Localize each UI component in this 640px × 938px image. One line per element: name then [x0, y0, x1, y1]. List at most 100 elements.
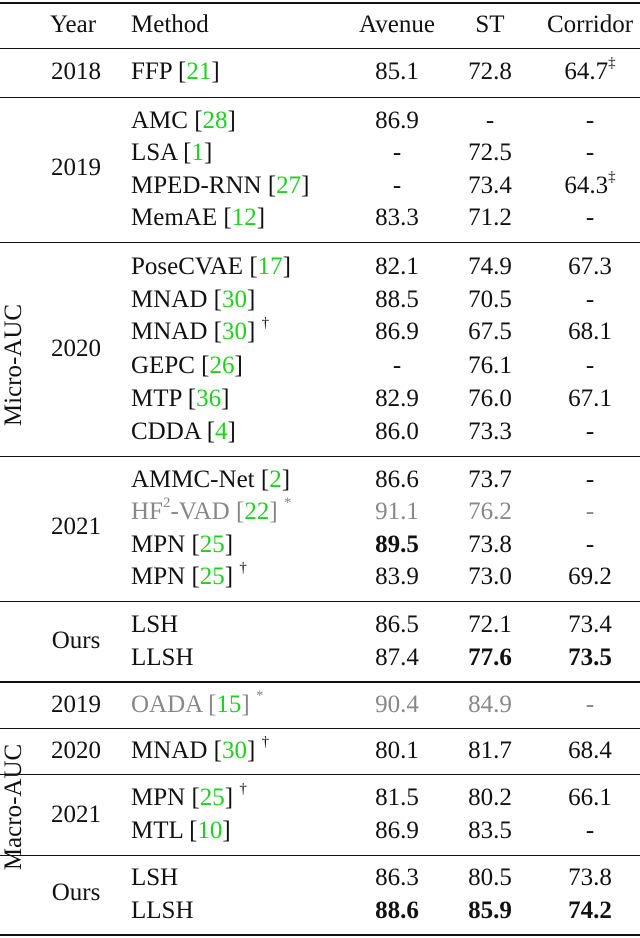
corridor-cell: 73.4 — [568, 610, 612, 640]
method-cell: MPN [25] † — [131, 783, 247, 813]
corridor-value: 64.7 — [564, 58, 608, 85]
method-name: MPN — [131, 531, 185, 558]
method-mark: † — [239, 781, 247, 797]
st-cell: 73.8 — [468, 530, 512, 560]
avenue-value: 86.5 — [375, 611, 419, 638]
header-rule — [0, 48, 640, 49]
corridor-cell: 68.4 — [568, 736, 612, 766]
corridor-value: 73.8 — [568, 864, 612, 891]
avenue-cell: 86.9 — [375, 317, 419, 347]
st-cell: 80.5 — [468, 863, 512, 893]
method-cell: LSA [1] — [131, 138, 212, 168]
year-cell: 2020 — [51, 736, 101, 766]
group-rule — [0, 774, 640, 775]
top-rule — [0, 2, 640, 4]
year-cell: 2019 — [51, 153, 101, 183]
avenue-value: 88.6 — [375, 897, 419, 924]
avenue-cell: 83.3 — [375, 203, 419, 233]
method-name: HF — [131, 498, 163, 525]
corridor-value: - — [586, 691, 594, 718]
st-value: 71.2 — [468, 204, 512, 231]
citation-link: 27 — [276, 172, 301, 199]
year-cell: 2019 — [51, 690, 101, 720]
avenue-value: 87.4 — [375, 644, 419, 671]
method-name: AMMC-Net — [131, 466, 255, 493]
avenue-cell: 85.1 — [375, 57, 419, 87]
corridor-value: - — [586, 498, 594, 525]
st-cell: 70.5 — [468, 285, 512, 315]
avenue-value: 86.9 — [375, 817, 419, 844]
citation-link: 30 — [222, 737, 247, 764]
citation-link: 17 — [258, 253, 283, 280]
corridor-cell: 73.8 — [568, 863, 612, 893]
citation-link: 26 — [209, 352, 234, 379]
corridor-cell: 69.2 — [568, 562, 612, 592]
group-rule — [0, 242, 640, 243]
corridor-cell: - — [586, 465, 594, 495]
citation-link: 36 — [196, 385, 221, 412]
corridor-value: - — [586, 139, 594, 166]
avenue-cell: 86.9 — [375, 106, 419, 136]
method-cell: AMC [28] — [131, 106, 236, 136]
year-cell: Ours — [52, 878, 101, 908]
corridor-cell: - — [586, 816, 594, 846]
method-name: MNAD — [131, 737, 207, 764]
section-rule — [0, 681, 640, 683]
corridor-cell: 74.2 — [568, 896, 612, 926]
method-cell: MNAD [30] † — [131, 317, 269, 347]
citation-link: 4 — [215, 418, 228, 445]
corridor-value: 74.2 — [568, 897, 612, 924]
method-name: MTP — [131, 385, 181, 412]
corridor-value: 69.2 — [568, 563, 612, 590]
corridor-value: 67.1 — [568, 385, 612, 412]
method-superscript: 2 — [163, 495, 171, 511]
method-cell: MPED-RNN [27] — [131, 171, 309, 201]
year-cell: 2020 — [51, 334, 101, 364]
st-cell: 72.8 — [468, 57, 512, 87]
corridor-value: - — [586, 466, 594, 493]
corridor-cell: 64.3‡ — [564, 171, 615, 201]
avenue-value: 85.1 — [375, 58, 419, 85]
st-value: 80.5 — [468, 864, 512, 891]
avenue-cell: 81.5 — [375, 783, 419, 813]
st-cell: 73.4 — [468, 171, 512, 201]
st-cell: 81.7 — [468, 736, 512, 766]
st-cell: 84.9 — [468, 690, 512, 720]
avenue-cell: - — [393, 138, 401, 168]
corridor-value: 66.1 — [568, 784, 612, 811]
avenue-value: 91.1 — [375, 498, 419, 525]
method-cell: MTL [10] — [131, 816, 231, 846]
method-mark: * — [256, 688, 264, 704]
method-name: AMC — [131, 107, 188, 134]
method-name: FFP — [131, 58, 172, 85]
method-cell: MPN [25] — [131, 530, 233, 560]
corridor-cell: - — [586, 138, 594, 168]
micro-auc-label: Micro-AUC — [0, 304, 28, 426]
st-value: 73.4 — [468, 172, 512, 199]
avenue-value: 86.9 — [375, 107, 419, 134]
citation-link: 22 — [244, 498, 269, 525]
method-name: MemAE — [131, 204, 217, 231]
avenue-value: - — [393, 172, 401, 199]
avenue-cell: - — [393, 351, 401, 381]
citation-link: 30 — [222, 318, 247, 345]
citation-link: 25 — [200, 784, 225, 811]
st-value: 72.8 — [468, 58, 512, 85]
corridor-cell: - — [586, 530, 594, 560]
citation-link: 25 — [200, 531, 225, 558]
corridor-value: - — [586, 204, 594, 231]
corridor-cell: 73.5 — [568, 643, 612, 673]
corridor-cell: 64.7‡ — [564, 57, 615, 87]
avenue-cell: 88.6 — [375, 896, 419, 926]
avenue-cell: 83.9 — [375, 562, 419, 592]
avenue-value: 80.1 — [375, 737, 419, 764]
method-name: MNAD — [131, 286, 207, 313]
st-cell: 77.6 — [468, 643, 512, 673]
citation-link: 21 — [186, 58, 211, 85]
st-cell: 72.5 — [468, 138, 512, 168]
method-name: PoseCVAE — [131, 253, 243, 280]
st-value: 80.2 — [468, 784, 512, 811]
method-name: MTL — [131, 817, 183, 844]
corridor-cell: - — [586, 203, 594, 233]
avenue-value: 86.9 — [375, 318, 419, 345]
